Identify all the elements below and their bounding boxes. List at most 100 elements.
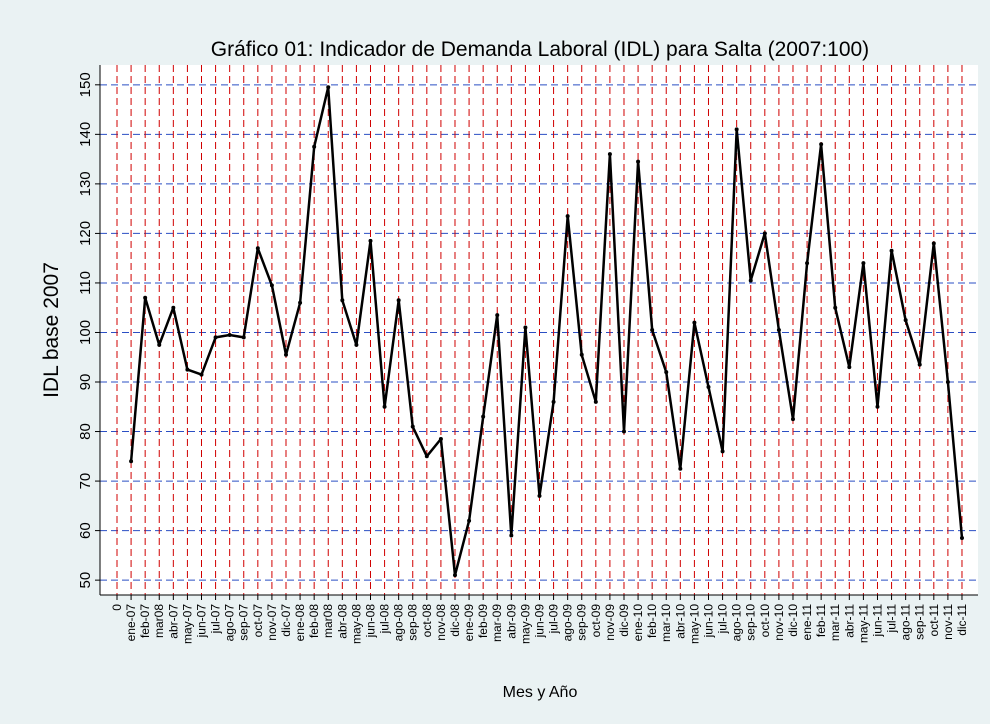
y-tick-label: 70 (77, 473, 94, 490)
x-tick-label: dic-11 (955, 604, 969, 636)
x-tick-label: ene-10 (631, 604, 645, 642)
data-point (495, 313, 500, 318)
x-tick-label: sep-07 (237, 604, 251, 641)
data-point (762, 231, 767, 236)
data-point (861, 261, 866, 266)
data-point (143, 295, 148, 300)
data-point (945, 380, 950, 385)
data-point (720, 449, 725, 454)
y-axis-title: IDL base 2007 (40, 262, 63, 398)
x-tick-label: ene-09 (462, 604, 476, 642)
data-point (636, 159, 641, 164)
x-tick-label: oct-07 (251, 604, 265, 638)
data-point (157, 342, 162, 347)
x-tick-label: jul-08 (378, 604, 392, 635)
x-tick-label: sep-10 (744, 604, 758, 641)
data-point (959, 536, 964, 541)
x-tick-label: may-09 (518, 604, 532, 644)
data-point (650, 328, 655, 332)
data-point (889, 248, 894, 253)
data-point (875, 404, 880, 409)
data-point (819, 142, 824, 147)
x-tick-label: nov-08 (434, 604, 448, 641)
y-tick-label: 80 (77, 423, 94, 440)
x-tick-label: abr-10 (673, 604, 687, 639)
data-point (171, 305, 176, 310)
x-tick-label: feb-09 (476, 604, 490, 638)
x-tick-label: dic-08 (448, 604, 462, 637)
data-point (678, 466, 683, 471)
data-point (664, 370, 669, 375)
data-point (354, 342, 359, 347)
x-tick-label: dic-07 (279, 604, 293, 637)
data-point (382, 404, 387, 409)
data-point (424, 454, 429, 459)
y-tick-label: 150 (77, 72, 94, 97)
x-tick-label: abr-11 (842, 604, 856, 638)
x-tick-label: nov-10 (772, 604, 786, 641)
x-tick-label: nov-07 (265, 604, 279, 641)
data-line (129, 86, 964, 577)
data-point (551, 399, 556, 404)
data-point (340, 298, 345, 303)
x-tick-label: ago-10 (730, 604, 744, 642)
x-tick-label: may-11 (856, 604, 870, 643)
y-tick-label: 100 (77, 320, 94, 345)
data-point (129, 459, 134, 464)
x-tick-label: jul-10 (716, 604, 730, 635)
x-tick-label: mar-10 (659, 604, 673, 642)
data-point (213, 335, 218, 340)
data-point (509, 533, 514, 538)
y-tick-label: 140 (77, 122, 94, 147)
y-tick-label: 110 (77, 271, 94, 295)
data-point (734, 127, 739, 132)
y-tick-label: 90 (77, 374, 94, 391)
data-point (241, 335, 246, 340)
y-tick-label: 130 (77, 171, 94, 196)
data-point (706, 384, 711, 389)
x-axis-title: Mes y Año (503, 684, 578, 701)
x-tick-label: dic-10 (786, 604, 800, 637)
data-point (621, 429, 626, 434)
data-point (467, 518, 472, 523)
x-tick-label: ago-11 (899, 604, 913, 641)
x-tick-label: jul-09 (547, 604, 561, 635)
data-point (565, 214, 570, 219)
data-point (481, 414, 486, 419)
x-tick-label: may-07 (180, 604, 194, 644)
data-point (607, 152, 612, 157)
chart-title: Gráfico 01: Indicador de Demanda Laboral… (211, 38, 869, 61)
y-tick-label: 120 (77, 221, 94, 246)
y-tick-label: 50 (77, 572, 94, 589)
data-point (255, 246, 260, 251)
x-tick-label: oct-09 (589, 604, 603, 638)
x-tick-label: ene-11 (800, 604, 814, 641)
y-tick-label: 60 (77, 522, 94, 539)
data-point (917, 362, 922, 367)
data-point (692, 320, 697, 325)
x-tick-label: sep-11 (913, 604, 927, 640)
data-point (776, 328, 781, 332)
x-tick-label: may-10 (687, 604, 701, 644)
x-tick-label: 0 (110, 604, 124, 611)
data-point (790, 417, 795, 422)
x-tick-label: sep-08 (406, 604, 420, 641)
x-tick-label: ago-08 (392, 604, 406, 642)
x-tick-label: abr-07 (166, 604, 180, 639)
x-tick-label: mar08 (152, 604, 166, 638)
x-tick-label: feb-07 (138, 604, 152, 638)
data-point (269, 283, 274, 288)
data-point (593, 399, 598, 404)
data-point (833, 305, 838, 310)
x-tick-label: dic-09 (617, 604, 631, 637)
x-tick-label: jul-07 (209, 604, 223, 635)
data-point (537, 493, 542, 498)
x-tick-label: jun-09 (532, 604, 546, 639)
data-point (368, 238, 373, 243)
data-point (185, 367, 190, 372)
data-point (931, 241, 936, 246)
data-point (298, 300, 303, 305)
x-tick-label: abr-09 (504, 604, 518, 639)
x-tick-label: feb-10 (645, 604, 659, 638)
